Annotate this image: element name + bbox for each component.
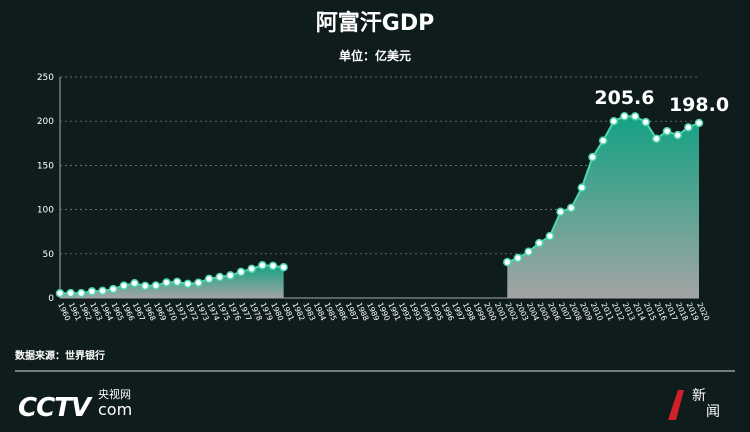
point — [258, 261, 267, 270]
point — [694, 118, 704, 128]
point — [684, 123, 693, 132]
logo-cn: 央视网 — [98, 387, 131, 401]
point — [183, 279, 193, 289]
point — [556, 207, 565, 217]
point — [172, 277, 182, 287]
point — [215, 272, 224, 282]
point — [598, 136, 608, 145]
chart-subtitle: 单位：亿美元 — [339, 48, 411, 63]
point — [151, 281, 161, 290]
point — [279, 262, 288, 272]
point — [204, 274, 214, 284]
area-fill — [507, 116, 699, 298]
point — [524, 247, 533, 257]
point — [662, 126, 672, 136]
y-tick-label: 200 — [37, 117, 54, 127]
point — [588, 152, 597, 162]
point — [119, 281, 129, 290]
chart-title: 阿富汗GDP — [316, 10, 434, 36]
logo: CCTV — [18, 393, 93, 423]
y-tick-label: 250 — [37, 73, 54, 83]
point — [620, 111, 629, 121]
point — [566, 203, 576, 213]
point — [226, 271, 235, 280]
point — [87, 287, 97, 296]
y-tick-label: 100 — [37, 206, 54, 216]
point — [609, 116, 619, 126]
point — [652, 134, 661, 143]
point — [535, 238, 544, 248]
point — [109, 284, 118, 294]
point — [55, 288, 65, 298]
point — [247, 264, 256, 274]
y-tick-label: 150 — [37, 161, 54, 171]
point — [140, 281, 150, 291]
news-text: 新 — [692, 388, 706, 404]
point — [577, 183, 587, 192]
point — [268, 261, 278, 271]
point — [513, 253, 523, 263]
logo-domain: com — [98, 400, 132, 419]
value-label: 205.6 — [594, 87, 654, 109]
y-tick-label: 50 — [43, 250, 55, 260]
point — [545, 231, 555, 241]
news-text: 闻 — [706, 404, 720, 420]
news-icon — [668, 390, 684, 420]
point — [66, 288, 75, 298]
point — [77, 288, 86, 298]
value-label: 198.0 — [669, 94, 729, 116]
point — [130, 278, 139, 288]
y-tick-label: 0 — [48, 294, 54, 304]
point — [236, 267, 246, 277]
point — [194, 278, 203, 287]
point — [630, 112, 640, 121]
point — [503, 257, 512, 267]
source: 数据来源：世界银行 — [15, 349, 105, 362]
point — [162, 278, 171, 287]
point — [673, 130, 682, 140]
point — [641, 117, 650, 127]
point — [98, 286, 107, 296]
